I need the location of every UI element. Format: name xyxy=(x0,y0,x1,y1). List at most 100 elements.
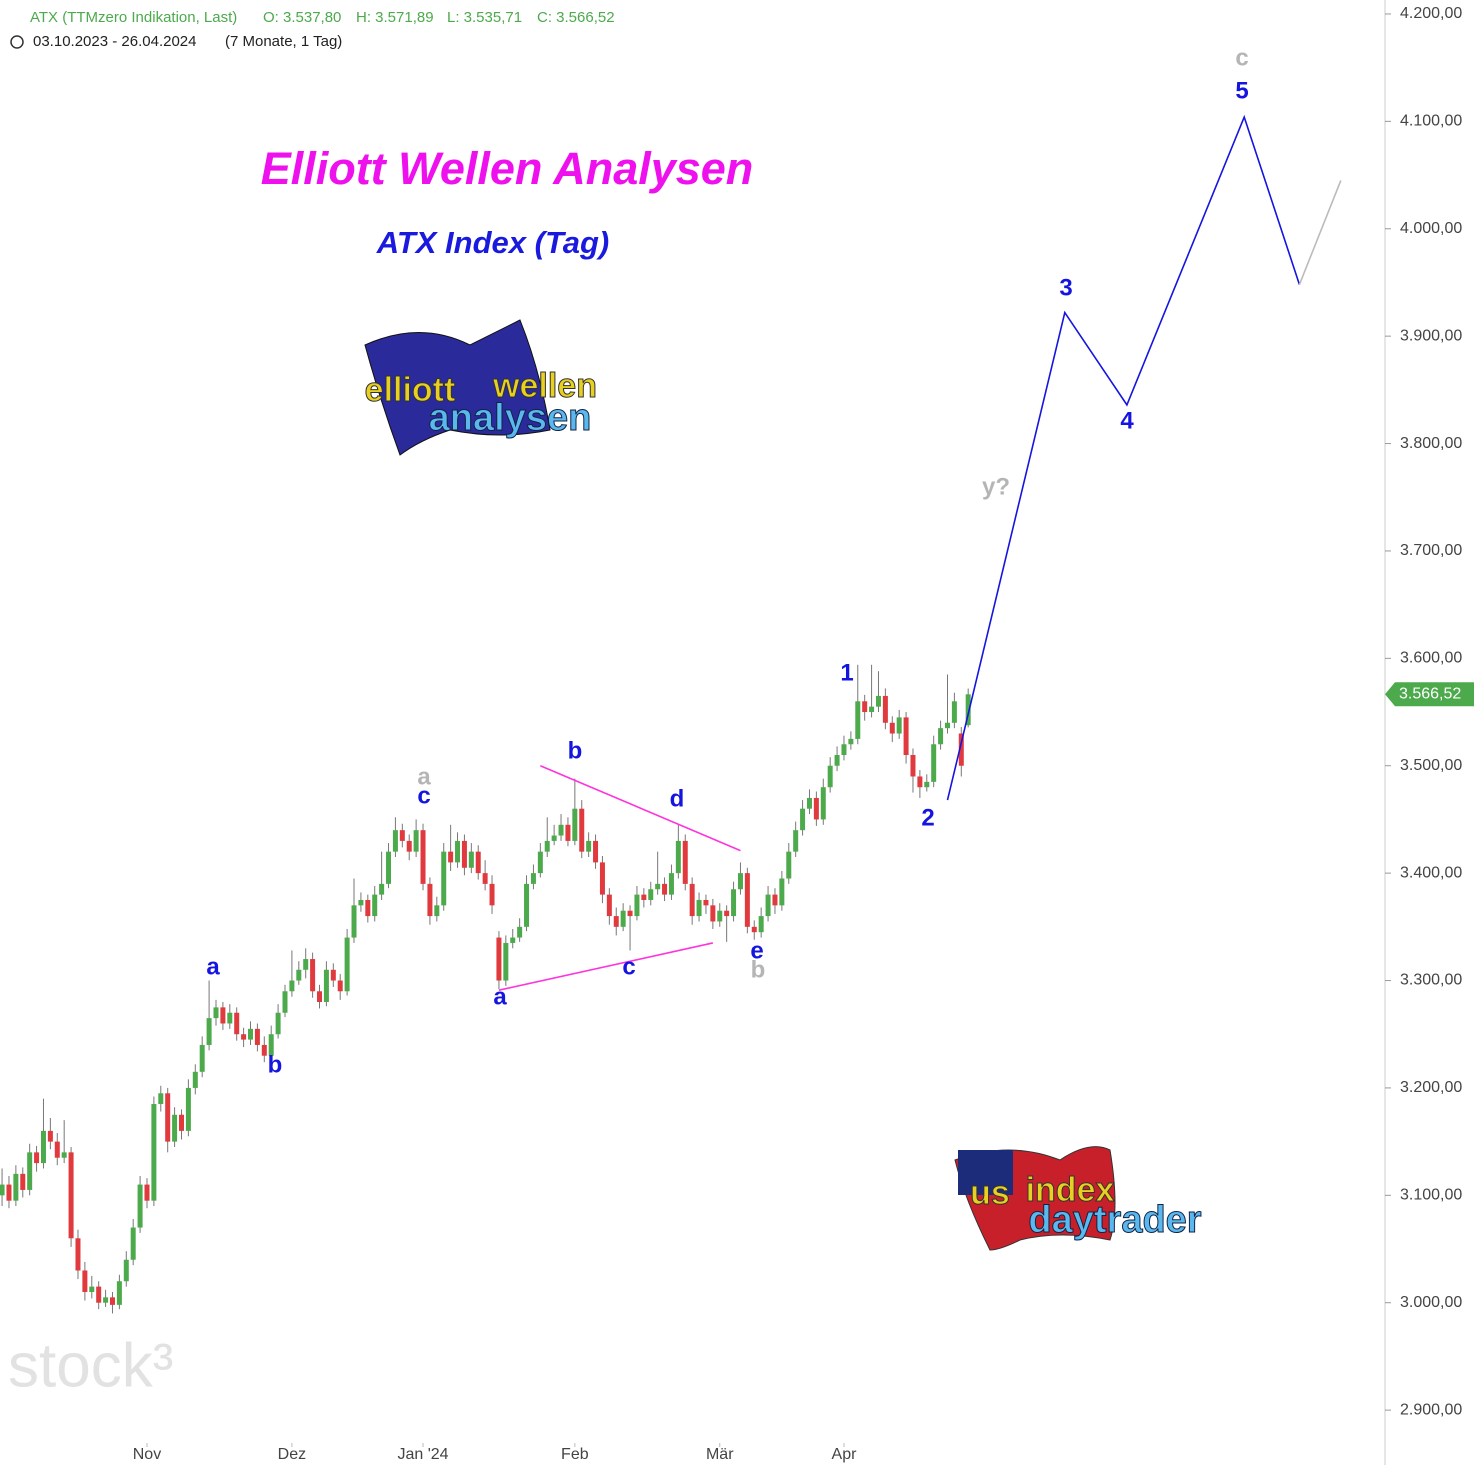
candle-body xyxy=(889,722,895,734)
candle-body xyxy=(317,991,323,1003)
candle-body xyxy=(303,959,309,970)
candle-body xyxy=(296,969,302,981)
candle-body xyxy=(862,701,868,713)
x-tick-label: Dez xyxy=(278,1446,306,1463)
candle-body xyxy=(68,1152,74,1239)
candle-body xyxy=(696,899,702,917)
logo-text: daytrader xyxy=(1028,1199,1201,1241)
candle-body xyxy=(420,830,426,884)
candle-body xyxy=(434,905,440,917)
y-tick-label: 2.900,00 xyxy=(1400,1401,1462,1418)
candle-body xyxy=(606,894,612,917)
candle-body xyxy=(289,980,295,992)
candle-body xyxy=(958,733,964,766)
wave-label: e xyxy=(750,937,763,964)
candle-body xyxy=(772,894,778,906)
logo-text: elliott xyxy=(365,371,456,409)
candle-body xyxy=(724,910,730,917)
candle-body xyxy=(675,840,681,874)
candle-body xyxy=(648,889,654,900)
candle-body xyxy=(848,738,854,745)
candle-body xyxy=(220,1007,226,1024)
candle-body xyxy=(82,1270,88,1292)
candle-body xyxy=(399,830,405,841)
wave-label: 1 xyxy=(840,659,853,686)
candle-body xyxy=(413,830,419,852)
candle-body xyxy=(448,851,454,863)
wave-line xyxy=(540,764,741,852)
candle-body xyxy=(793,830,799,852)
header-period: (7 Monate, 1 Tag) xyxy=(225,33,342,50)
candle-body xyxy=(20,1173,26,1190)
wave-line xyxy=(946,114,1301,801)
candle-body xyxy=(599,862,605,895)
logo-top: elliott wellen analysen xyxy=(364,319,597,456)
candle-body xyxy=(875,695,881,707)
wave-label: 3 xyxy=(1059,274,1072,301)
y-tick-label: 4.100,00 xyxy=(1400,113,1462,130)
candle-body xyxy=(365,899,371,917)
logo-text: wellen xyxy=(492,367,597,405)
candle-body xyxy=(551,835,557,841)
candle-body xyxy=(344,937,350,992)
candle-body xyxy=(938,728,944,745)
candle-body xyxy=(951,701,957,723)
wave-label: 2 xyxy=(921,804,934,831)
candle-body xyxy=(254,1028,260,1045)
logo-text: us xyxy=(970,1174,1010,1212)
candle-body xyxy=(703,899,709,906)
candle-body xyxy=(323,969,329,1003)
header-close: C: 3.566,52 xyxy=(537,9,615,26)
wave-label: a xyxy=(417,763,431,790)
candle-body xyxy=(248,1028,254,1040)
y-tick-label: 4.000,00 xyxy=(1400,220,1462,237)
y-tick-label: 3.100,00 xyxy=(1400,1187,1462,1204)
candle-body xyxy=(634,894,640,917)
wave-label: 5 xyxy=(1235,77,1248,104)
x-tick-label: Nov xyxy=(133,1446,161,1463)
x-tick-label: Mär xyxy=(706,1446,734,1463)
candle-body xyxy=(869,706,875,713)
candle-body xyxy=(910,754,916,777)
candle-body xyxy=(330,969,336,981)
candle-body xyxy=(689,883,695,917)
candle-body xyxy=(544,840,550,852)
candle-body xyxy=(6,1184,12,1201)
candle-body xyxy=(482,873,488,884)
candle-body xyxy=(917,776,923,788)
candle-body xyxy=(800,808,806,831)
y-tick-label: 3.300,00 xyxy=(1400,972,1462,989)
wave-label: a xyxy=(493,983,507,1010)
candle-body xyxy=(54,1141,60,1158)
header-open: O: 3.537,80 xyxy=(263,9,341,26)
candle-body xyxy=(496,937,502,981)
candle-body xyxy=(151,1104,157,1201)
candle-body xyxy=(931,744,937,782)
y-tick-label: 3.900,00 xyxy=(1400,327,1462,344)
candle-body xyxy=(268,1034,274,1056)
candle-body xyxy=(537,851,543,874)
candle-body xyxy=(185,1087,191,1131)
candle-body xyxy=(61,1152,67,1158)
x-tick-label: Feb xyxy=(561,1446,589,1463)
wave-label: c xyxy=(622,953,635,980)
candle-body xyxy=(192,1071,198,1088)
candle-body xyxy=(882,695,888,723)
candle-body xyxy=(827,765,833,788)
candle-body xyxy=(813,797,819,820)
wave-label: b xyxy=(268,1051,283,1078)
candle-body xyxy=(47,1130,53,1142)
candle-body xyxy=(206,1018,212,1045)
candle-body xyxy=(386,851,392,884)
candle-body xyxy=(751,926,757,933)
logo-text: index xyxy=(1026,1171,1115,1209)
y-tick-label: 4.200,00 xyxy=(1400,5,1462,22)
candle-body xyxy=(786,851,792,879)
candle-body xyxy=(172,1114,178,1142)
wave-label: y? xyxy=(982,473,1010,500)
candle-body xyxy=(641,894,647,900)
last-price-tag xyxy=(1385,682,1474,707)
candle-body xyxy=(565,824,571,841)
candle-body xyxy=(841,744,847,755)
